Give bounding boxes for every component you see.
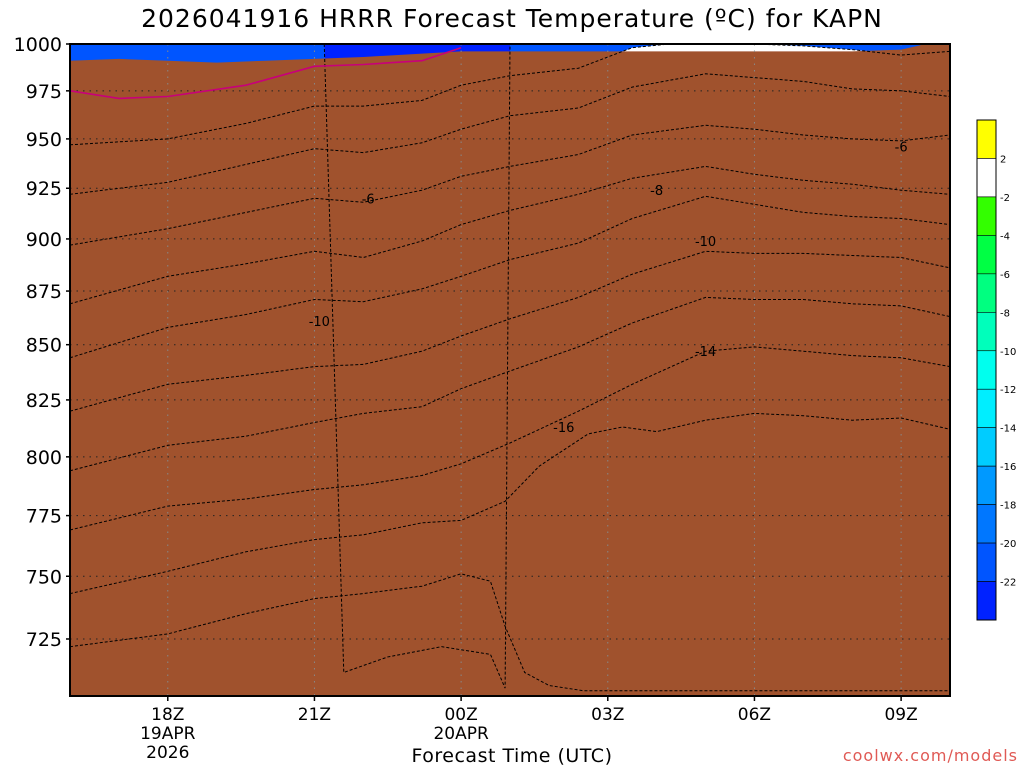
isotherm-line: [70, 124, 950, 246]
colorbar-label: -10: [1000, 347, 1016, 358]
chart-title: 2026041916 HRRR Forecast Temperature (ºC…: [141, 4, 883, 33]
y-tick-label: 875: [26, 281, 62, 303]
contour-label: -16: [553, 421, 574, 436]
colorbar-label: -4: [1000, 231, 1010, 242]
colorbar-swatch: [976, 465, 997, 505]
colorbar-frame: [976, 119, 997, 621]
colorbar-label: 2: [1000, 154, 1006, 165]
isotherm-line: [323, 44, 511, 689]
colorbar-legend: 2 -2 -4 -6 -8 -10 -12 -14 -16 -18 -20 -22: [976, 119, 1016, 621]
isotherm-contours: [70, 44, 950, 692]
gridlines: [70, 44, 950, 696]
isotherm-line: [70, 165, 950, 305]
x-tick-label: 21Z: [298, 705, 331, 725]
y-tick-label: 800: [26, 447, 62, 469]
contour-label: -14: [695, 345, 716, 360]
x-tick-label: 18Z: [151, 705, 184, 725]
contour-label: -10: [309, 315, 330, 330]
y-tick-label: 900: [26, 229, 62, 251]
colorbar-label: -16: [1000, 462, 1016, 473]
y-tick-label: 950: [26, 129, 62, 151]
y-tick-label: 750: [26, 566, 62, 588]
credit-link[interactable]: coolwx.com/models: [842, 746, 1018, 765]
contour-label: -8: [650, 184, 663, 199]
colorbar-swatch: [976, 196, 997, 236]
colorbar-swatch: [976, 350, 997, 390]
y-tick-label: 975: [26, 81, 62, 103]
isotherm-line: [70, 412, 950, 595]
colorbar-label: -2: [1000, 193, 1010, 204]
x-tick-label: 06Z: [738, 705, 771, 725]
x-tick-label: 03Z: [591, 705, 624, 725]
temperature-fill-bands: [70, 44, 950, 696]
y-tick-label: 925: [26, 178, 62, 200]
x-tick-label: 09Z: [884, 705, 917, 725]
y-tick-label: 775: [26, 506, 62, 528]
isotherm-line: [70, 195, 950, 359]
contour-label: -6: [895, 141, 908, 156]
y-tick-label: 725: [26, 629, 62, 651]
x-tick-sublabel: 2026: [146, 743, 189, 763]
colorbar-swatch: [976, 235, 997, 275]
y-tick-label: 825: [26, 390, 62, 412]
annotation-lines: [70, 46, 462, 100]
y-axis: 725 750 775 800 825 850 875 900 925 950 975 1000: [14, 34, 70, 651]
colorbar-swatch: [976, 504, 997, 544]
colorbar-label: -6: [1000, 270, 1010, 281]
surface-terrain: [70, 44, 950, 696]
colorbar-swatch: [976, 542, 997, 582]
isotherm-line: [70, 250, 950, 412]
plot-frame: [69, 43, 951, 697]
colorbar-label: -12: [1000, 385, 1016, 396]
colorbar-swatch: [976, 312, 997, 352]
colorbar-swatch: [976, 581, 997, 621]
magenta-contour: [70, 46, 462, 100]
contour-label: -10: [695, 235, 716, 250]
isotherm-line: [70, 44, 950, 146]
colorbar-label: -22: [1000, 578, 1016, 589]
x-tick-sublabel: 19APR: [140, 724, 196, 744]
contour-label: -6: [362, 192, 375, 207]
colorbar-label: -14: [1000, 424, 1016, 435]
colorbar-label: -8: [1000, 308, 1010, 319]
y-tick-label: 850: [26, 335, 62, 357]
contour-labels: -16 -14 -10 -10 -6 -8 -6: [309, 141, 908, 436]
y-tick-label: 1000: [14, 34, 62, 56]
x-axis-label: Forecast Time (UTC): [411, 745, 613, 767]
colorbar-swatch: [976, 158, 997, 198]
colorbar-label: -20: [1000, 539, 1016, 550]
x-tick-label: 00Z: [444, 705, 477, 725]
colorbar-swatch: [976, 388, 997, 428]
colorbar-swatch: [976, 427, 997, 467]
colorbar-label: -18: [1000, 501, 1016, 512]
colorbar-swatch: [976, 273, 997, 313]
x-tick-sublabel: 20APR: [433, 724, 489, 744]
colorbar-swatch: [976, 119, 997, 159]
